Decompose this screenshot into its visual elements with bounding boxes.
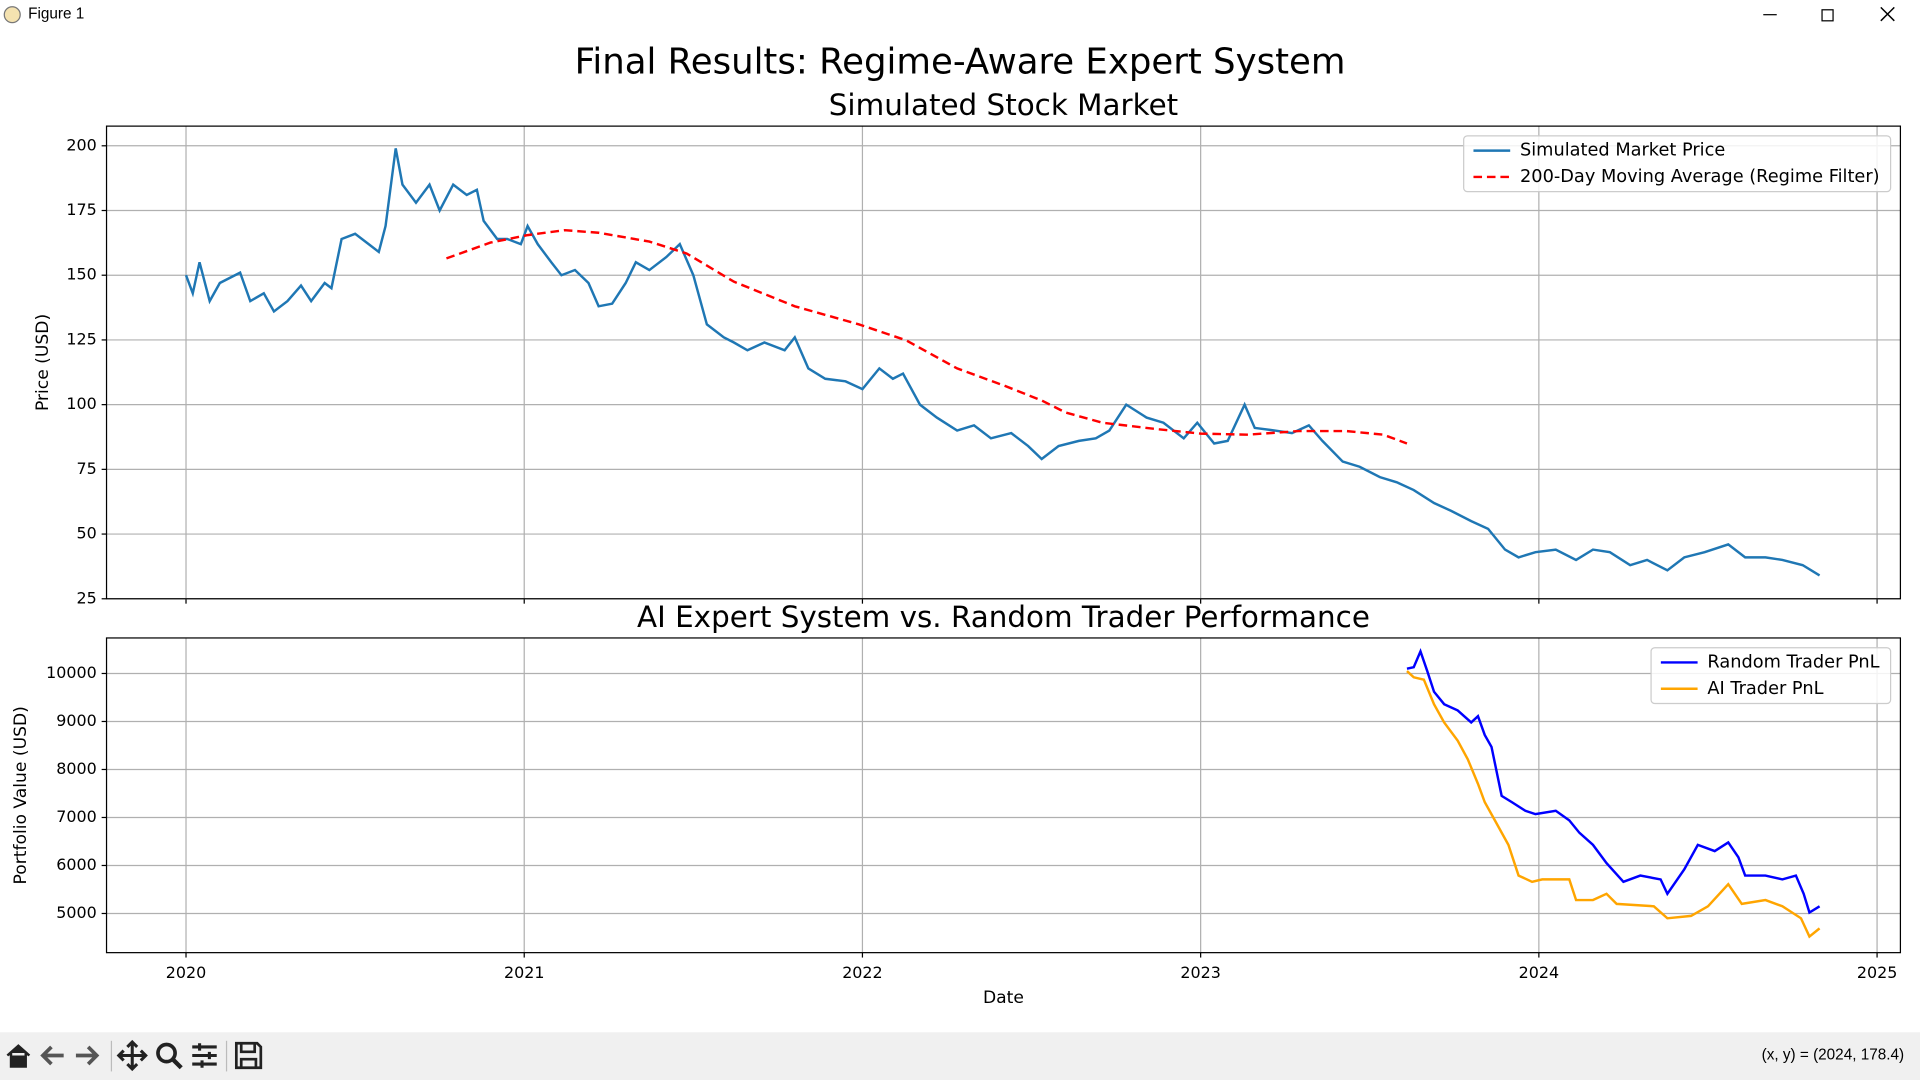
legend-label: Random Trader PnL bbox=[1707, 652, 1879, 672]
series-line bbox=[1406, 647, 1821, 915]
y-tick-label: 75 bbox=[76, 459, 96, 478]
x-axis-label: Date bbox=[983, 988, 1024, 1008]
y-tick-label: 10000 bbox=[46, 663, 97, 682]
y-axis-label: Price (USD) bbox=[33, 314, 53, 411]
legend: Simulated Market Price 200-Day Moving Ave… bbox=[1463, 135, 1892, 193]
forward-button[interactable] bbox=[75, 1045, 100, 1066]
configure-button[interactable] bbox=[192, 1043, 217, 1068]
series-line bbox=[184, 148, 1821, 577]
y-tick-label: 175 bbox=[66, 200, 96, 219]
y-tick-label: 5000 bbox=[56, 903, 96, 922]
chart-title: AI Expert System vs. Random Trader Perfo… bbox=[637, 600, 1370, 634]
y-tick-label: 9000 bbox=[56, 711, 96, 730]
legend-label: Simulated Market Price bbox=[1520, 141, 1725, 161]
y-tick-label: 8000 bbox=[56, 759, 96, 778]
legend-label: AI Trader PnL bbox=[1707, 679, 1823, 699]
series-group bbox=[184, 148, 1821, 577]
y-tick-label: 125 bbox=[66, 329, 96, 348]
x-tick-label: 2022 bbox=[842, 963, 882, 982]
close-button[interactable] bbox=[1880, 6, 1895, 22]
back-button[interactable] bbox=[40, 1045, 64, 1066]
toolbar: (x, y) = (2024, 178.4) bbox=[0, 1032, 1920, 1080]
x-tick-label: 2025 bbox=[1857, 963, 1897, 982]
toolbar-background bbox=[0, 1032, 1920, 1080]
x-tick-label: 2024 bbox=[1519, 963, 1559, 982]
series-line bbox=[1406, 670, 1821, 939]
y-tick-label: 150 bbox=[66, 265, 96, 284]
legend-frame bbox=[1650, 647, 1892, 705]
legend-frame bbox=[1463, 135, 1892, 193]
save-button[interactable] bbox=[234, 1041, 263, 1070]
chart: 2020 2021 2022 2023 2024 2025 5000 6000 7000 8000… bbox=[11, 600, 1902, 1008]
pan-button[interactable] bbox=[116, 1039, 148, 1072]
x-tick-label: 2020 bbox=[166, 963, 206, 982]
y-tick-label: 6000 bbox=[56, 855, 96, 874]
charts: 25 50 75 100 125 150 175 200 Simulated Stock Mar… bbox=[11, 88, 1902, 1008]
x-tick-label: 2021 bbox=[504, 963, 544, 982]
series-group bbox=[1406, 647, 1821, 939]
title-bar: Figure 1 bbox=[3, 6, 1895, 24]
zoom-button[interactable] bbox=[156, 1042, 183, 1070]
app-icon bbox=[3, 6, 21, 24]
y-tick-label: 50 bbox=[76, 524, 96, 543]
window-title: Figure 1 bbox=[28, 6, 84, 23]
cursor-status: (x, y) = (2024, 178.4) bbox=[1762, 1047, 1904, 1064]
legend: Random Trader PnL AI Trader PnL bbox=[1650, 647, 1892, 705]
y-tick-label: 100 bbox=[66, 394, 96, 413]
y-tick-label: 25 bbox=[76, 588, 96, 607]
home-button[interactable] bbox=[6, 1044, 31, 1068]
legend-label: 200-Day Moving Average (Regime Filter) bbox=[1520, 167, 1880, 187]
x-tick-label: 2023 bbox=[1180, 963, 1220, 982]
figure-title: Final Results: Regime-Aware Expert Syste… bbox=[575, 42, 1346, 83]
restore-button[interactable] bbox=[1821, 9, 1834, 22]
axes-frame bbox=[105, 637, 1902, 954]
chart-title: Simulated Stock Market bbox=[829, 88, 1178, 122]
axes-frame bbox=[105, 125, 1902, 600]
series-line bbox=[446, 228, 1408, 445]
y-tick-label: 200 bbox=[66, 135, 96, 154]
y-tick-label: 7000 bbox=[56, 807, 96, 826]
chart: 25 50 75 100 125 150 175 200 Simulated Stock Mar… bbox=[33, 88, 1902, 607]
y-axis-label: Portfolio Value (USD) bbox=[11, 706, 31, 884]
